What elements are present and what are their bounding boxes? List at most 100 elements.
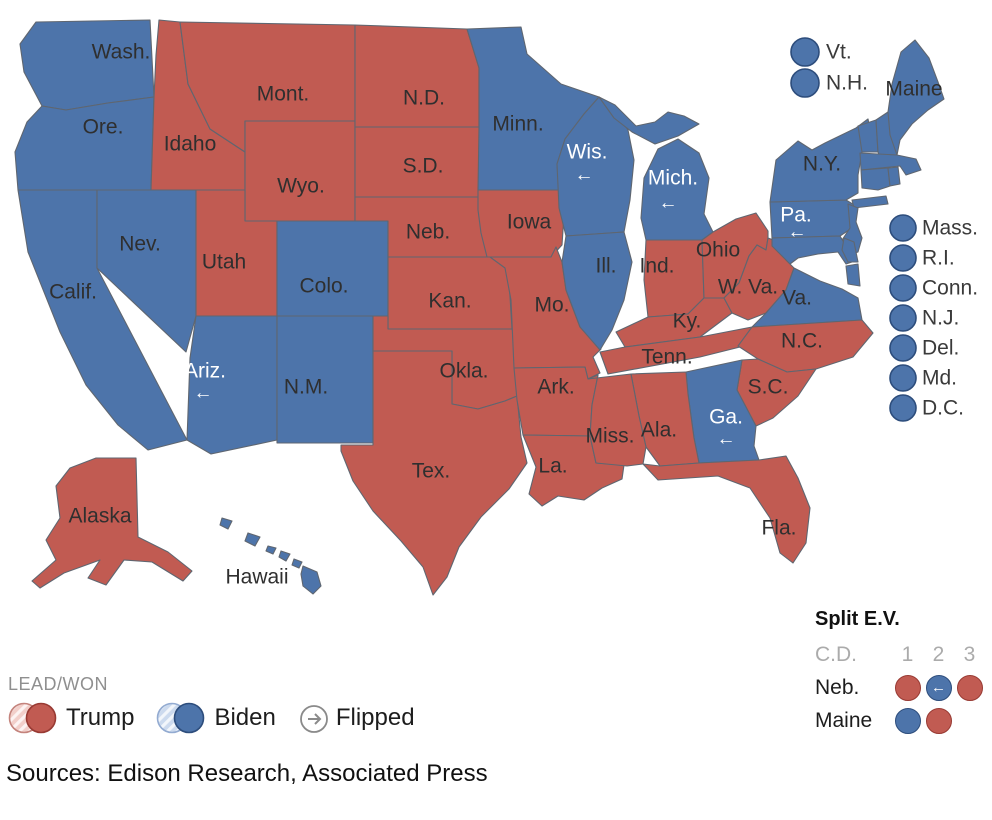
state-label-mt: Mont. [257,83,310,106]
state-label-mo: Mo. [534,294,569,317]
state-shape-wa[interactable] [19,19,155,111]
state-shape-mi[interactable] [598,96,714,241]
state-label-ar: Ark. [537,376,574,399]
state-label-va: Va. [782,287,812,310]
state-label-ak: Alaska [68,505,131,528]
callout-circle-ct[interactable] [889,274,917,302]
state-label-or: Ore. [83,116,124,139]
state-label-wi: Wis. [567,141,608,164]
callout-circle-ri[interactable] [889,244,917,272]
legend-label-flipped: Flipped [335,704,415,731]
callout-circle-ma[interactable] [889,214,917,242]
legend-row: Trump Biden Flipped [8,701,437,735]
state-shape-de[interactable] [841,237,859,263]
flip-arrow-pa: ← [788,222,807,243]
split-ev-col-3: 3 [963,642,976,666]
legend-swatch-biden [157,702,205,734]
callout-circle-dc[interactable] [889,394,917,422]
state-label-in: Ind. [639,255,674,278]
callout-circle-de[interactable] [889,334,917,362]
state-label-il: Ill. [596,255,617,278]
state-shape-ct[interactable] [860,167,891,191]
split-ev-col-2: 2 [932,642,945,666]
state-label-nv: Nev. [119,233,161,256]
callout-label-nh: N.H. [826,72,868,95]
state-shape-wi[interactable] [556,96,635,237]
legend-heading: LEAD/WON [8,674,109,694]
state-label-ks: Kan. [428,290,471,313]
legend-item-flipped: Flipped [298,702,415,734]
state-label-fl: Fla. [761,517,796,540]
state-label-pa: Pa. [780,204,812,227]
state-label-sd: S.D. [403,155,444,178]
state-shape-co[interactable] [276,220,389,317]
flip-arrow-az: ← [194,383,213,404]
district-circle-maine-2 [925,707,952,734]
callout-label-md: Md. [922,367,957,390]
state-shape-vt[interactable] [857,119,879,153]
state-label-ia: Iowa [507,211,552,234]
state-label-hi: Hawaii [225,566,288,589]
callout-label-ri: R.I. [922,247,955,270]
state-label-wy: Wyo. [277,175,325,198]
state-label-wa: Wash. [92,41,151,64]
state-shape-il[interactable] [561,231,633,351]
district-circle-neb-3 [956,674,983,701]
district-circle-neb-1 [894,674,921,701]
state-label-sc: S.C. [748,376,789,399]
won-circle-trump [25,702,57,734]
state-shape-nd[interactable] [354,24,480,128]
state-label-wv: W. Va. [718,276,778,299]
state-shape-ny[interactable] [769,118,889,209]
state-label-nc: N.C. [781,330,823,353]
lead-won-legend: LEAD/WON Trump Biden Flipped [8,674,437,735]
split-ev-cell [954,674,985,701]
callout-label-ma: Mass. [922,217,978,240]
legend-item-trump: Trump [8,701,134,735]
legend-label-trump: Trump [66,704,135,731]
callout-label-nj: N.J. [922,307,959,330]
district-circle-maine-1 [894,707,921,734]
won-circle-biden [174,702,205,734]
callout-circle-nj[interactable] [889,304,917,332]
split-ev-rows: Neb. ← Maine [815,674,990,734]
state-label-ny: N.Y. [803,153,841,176]
callout-circle-nh[interactable] [790,68,820,98]
state-label-nd: N.D. [403,87,445,110]
state-shape-tx[interactable] [340,350,528,596]
split-ev-title: Split E.V. [815,608,900,630]
state-shape-ak[interactable] [31,457,193,589]
state-label-tn: Tenn. [641,346,692,369]
callout-label-de: Del. [922,337,959,360]
sources-line: Sources: Edison Research, Associated Pre… [6,760,488,787]
state-shape-hi[interactable] [219,517,322,595]
split-ev-cell [892,674,923,701]
split-ev-col-1: 1 [901,642,914,666]
callout-circle-md[interactable] [889,364,917,392]
state-shape-ms[interactable] [587,373,647,467]
split-ev-cell [923,707,954,734]
state-shape-va[interactable] [751,267,863,328]
us-map: Wash. Ore. Calif. Nev. Idaho Mont. Wyo. Utah Col… [14,19,978,596]
state-label-ky: Ky. [673,310,702,333]
split-ev-cell: ← [923,674,954,701]
state-shape-wy[interactable] [244,120,356,222]
split-ev-cd-label: C.D. [815,642,857,666]
state-shape-mo[interactable] [489,246,602,380]
state-shape-ri[interactable] [887,166,901,187]
state-label-az: Ariz. [184,360,226,383]
split-ev-row-maine: Maine [815,707,990,734]
callout-label-ct: Conn. [922,277,978,300]
flipped-icon [299,705,328,733]
state-label-ut: Utah [202,251,246,274]
state-shape-or[interactable] [14,96,155,191]
state-shape-fl[interactable] [642,455,811,564]
legend-label-biden: Biden [214,704,276,731]
state-label-id: Idaho [164,133,217,156]
flip-arrow-ga: ← [717,429,736,450]
callout-circle-vt[interactable] [790,37,820,67]
legend-swatch-trump [8,702,57,734]
